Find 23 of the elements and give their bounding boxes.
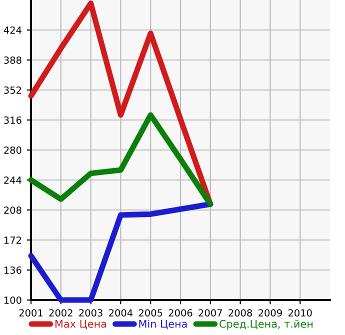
x-tick-label: 2010 (288, 309, 312, 317)
y-tick-label: 208 (4, 206, 22, 214)
x-tick-label: 2006 (168, 309, 192, 317)
y-tick-label: 100 (4, 296, 22, 304)
y-tick-label: 316 (4, 116, 22, 124)
y-tick-label: 136 (4, 266, 22, 274)
x-tick-label: 2009 (258, 309, 282, 317)
x-tick-label: 2001 (19, 309, 42, 317)
y-tick-label: 352 (4, 86, 21, 94)
legend-label: Max Цена (55, 320, 106, 330)
x-tick-label: 2004 (109, 309, 133, 317)
x-tick-label: 2002 (49, 309, 72, 317)
x-tick-label: 2008 (228, 309, 252, 317)
y-tick-label: 280 (4, 146, 22, 154)
y-tick-label: 172 (4, 236, 21, 244)
legend-label: Сред.Цена, т.йен (220, 320, 313, 330)
y-tick-label: 424 (4, 26, 22, 34)
x-tick-label: 2005 (138, 309, 162, 317)
y-tick-label: 388 (4, 56, 22, 64)
x-tick-label: 2007 (198, 309, 222, 317)
x-tick-label: 2003 (79, 309, 102, 317)
y-tick-label: 244 (4, 176, 22, 184)
legend-label: Min Цена (139, 320, 187, 330)
